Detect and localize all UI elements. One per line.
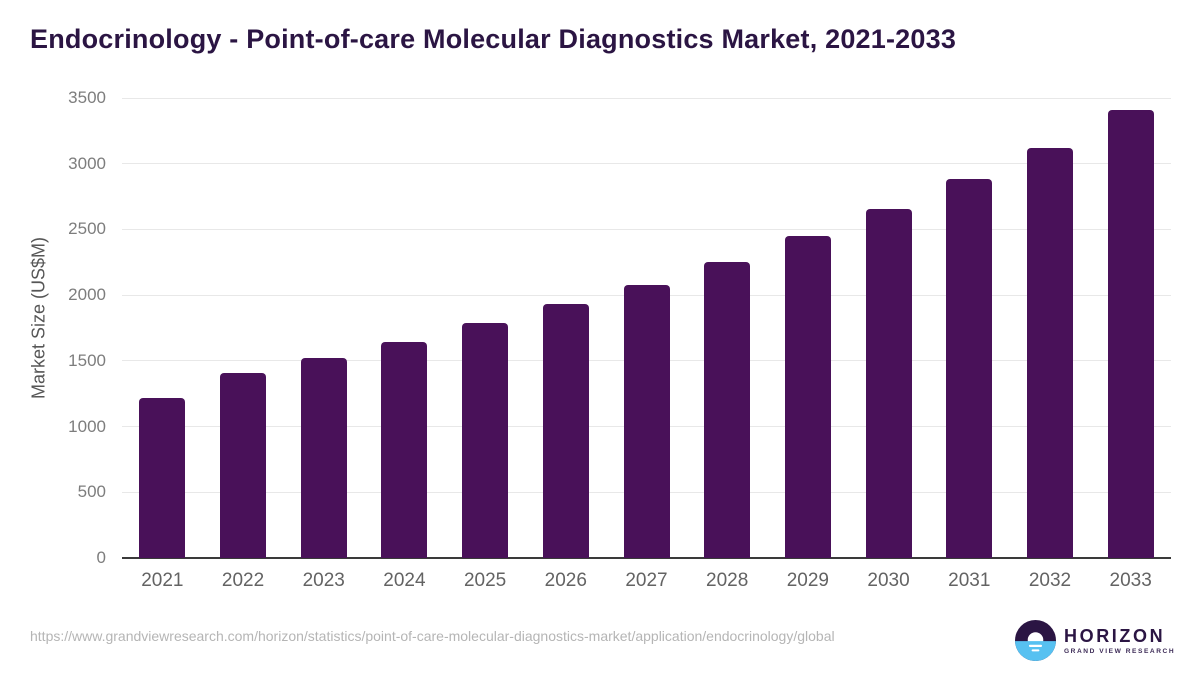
horizon-logo-icon [1015,620,1056,661]
y-tick-label: 3000 [68,153,106,173]
logo-subbrand: GRAND VIEW RESEARCH [1064,647,1176,655]
x-tick-label: 2026 [544,570,587,591]
bar [704,261,751,558]
bar [1107,110,1154,558]
x-tick-label: 2031 [948,570,991,591]
x-tick-label: 2021 [141,570,184,591]
bar [139,397,186,558]
gridline [122,97,1171,99]
bar [300,357,347,558]
chart-title: Endocrinology - Point-of-care Molecular … [30,24,957,54]
x-tick-label: 2024 [383,570,426,591]
bar [623,284,670,558]
bar [946,179,993,558]
logo-text: HORIZON GRAND VIEW RESEARCH [1064,627,1175,655]
y-tick-label: 500 [77,482,106,502]
x-tick-label: 2032 [1028,570,1072,591]
x-tick-label: 2028 [706,570,749,591]
x-tick-label: 2029 [786,570,830,591]
bar [381,341,428,558]
bar [542,304,589,558]
y-tick-label: 1000 [68,416,106,436]
bar [220,373,267,558]
x-tick-label: 2033 [1109,570,1152,591]
y-tick-label: 3500 [68,88,106,107]
x-axis-line [122,557,1171,559]
y-axis-title: Market Size (US$M) [28,236,49,400]
y-tick-label: 0 [96,548,106,567]
bar [784,236,831,558]
bar [865,209,912,558]
y-tick-label: 2500 [68,219,106,239]
x-tick-label: 2030 [867,570,910,591]
logo-brand: HORIZON [1064,625,1166,646]
x-tick-label: 2027 [625,570,668,591]
x-tick-label: 2025 [463,570,507,591]
x-tick-label: 2023 [302,570,345,591]
source-url: https://www.grandviewresearch.com/horizo… [30,628,835,644]
x-tick-label: 2022 [221,570,265,591]
bar [462,323,509,558]
gridline [122,163,1171,165]
horizon-logo: HORIZON GRAND VIEW RESEARCH [1015,620,1175,661]
y-tick-label: 1500 [68,350,106,370]
gridline [122,228,1171,230]
y-tick-label: 2000 [68,285,106,305]
bar [1026,147,1073,558]
